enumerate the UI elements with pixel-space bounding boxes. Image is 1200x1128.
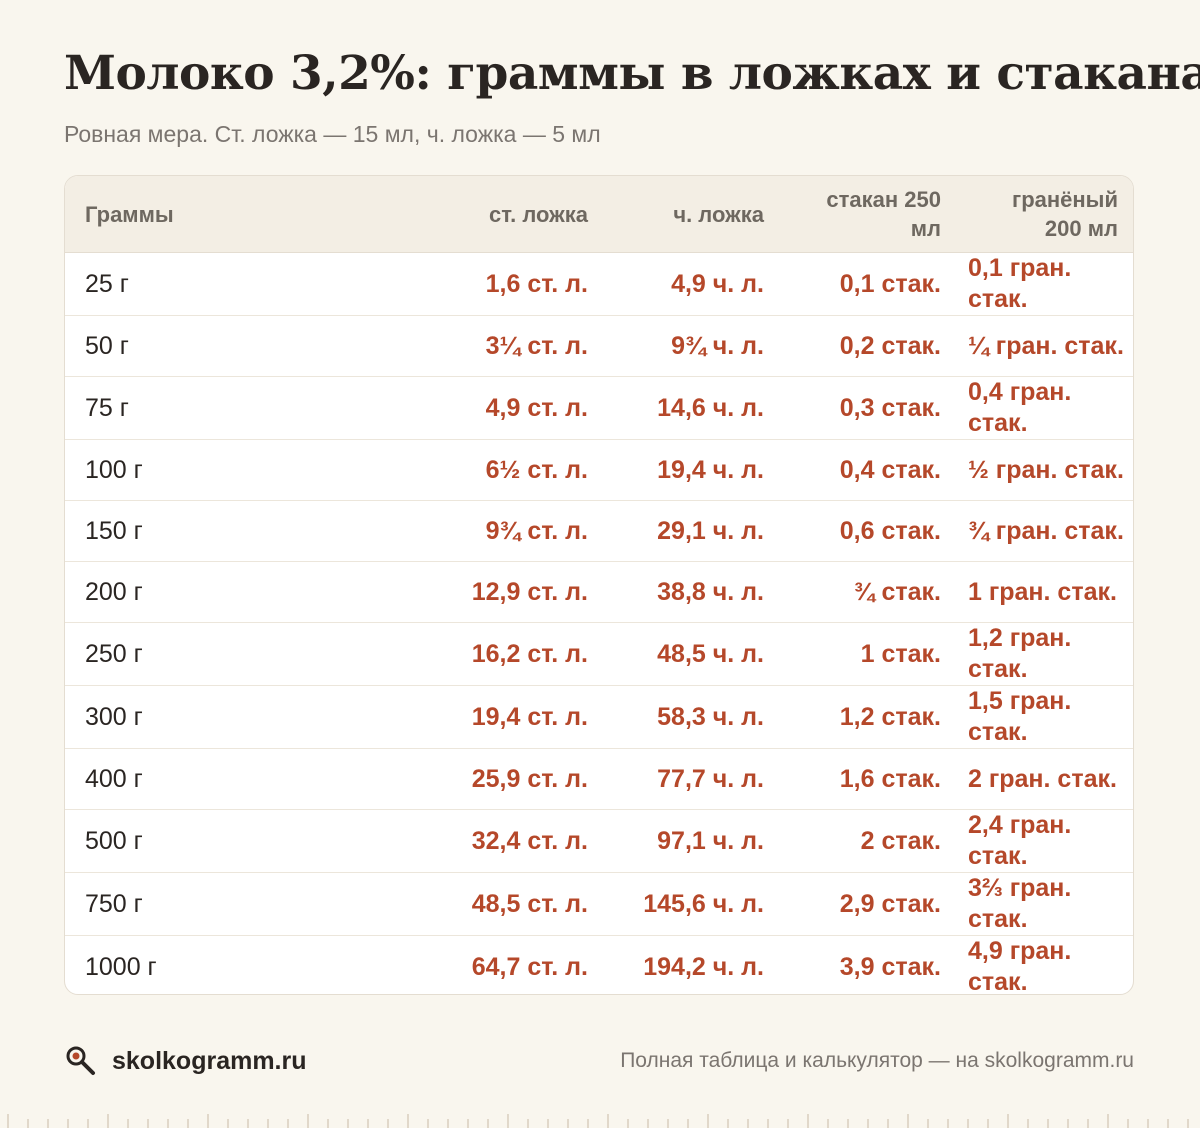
cell-teaspoon: 58,3 ч. л. — [605, 685, 781, 749]
cell-tablespoon: 6½ ст. л. — [245, 439, 605, 501]
table-row: 500 г 32,4 ст. л. 97,1 ч. л. 2 стак. 2,4 гра… — [65, 809, 1133, 873]
footer-brand[interactable]: skolkogramm.ru — [64, 1044, 307, 1078]
table-row: 300 г 19,4 ст. л. 58,3 ч. л. 1,2 стак. 1,5 г… — [65, 685, 1133, 749]
table-row: 25 г 1,6 ст. л. 4,9 ч. л. 0,1 стак. 0,1 гран… — [65, 252, 1133, 316]
column-header-faceted-glass-200: гранёный 200 мл — [958, 176, 1133, 253]
table-body: 25 г 1,6 ст. л. 4,9 ч. л. 0,1 стак. 0,1 гран… — [65, 252, 1133, 995]
column-header-grams: Граммы — [65, 176, 245, 253]
ruler-decoration — [7, 1114, 1189, 1128]
cell-glass-250: 0,6 стак. — [781, 500, 958, 562]
page-title: Молоко 3,2%: граммы в ложках и стаканах — [64, 46, 1200, 101]
cell-faceted-glass-200: 1,5 гран. стак. — [958, 685, 1133, 749]
cell-glass-250: 1,2 стак. — [781, 685, 958, 749]
cell-faceted-glass-200: ¾ гран. стак. — [958, 500, 1133, 562]
column-header-tablespoon: ст. ложка — [245, 176, 605, 253]
cell-grams: 1000 г — [85, 952, 157, 981]
cell-glass-250: ¾ стак. — [781, 561, 958, 623]
cell-faceted-glass-200: 0,4 гран. стак. — [958, 376, 1133, 440]
table-row: 400 г 25,9 ст. л. 77,7 ч. л. 1,6 стак. 2 гра… — [65, 748, 1133, 810]
table-row: 200 г 12,9 ст. л. 38,8 ч. л. ¾ стак. 1 гран.… — [65, 561, 1133, 623]
cell-grams: 300 г — [65, 685, 245, 749]
cell-tablespoon: 16,2 ст. л. — [245, 622, 605, 686]
conversion-table: Граммы ст. ложка ч. ложка стакан 250 мл … — [65, 176, 1133, 995]
cell-faceted-glass-200: ½ гран. стак. — [958, 439, 1133, 501]
cell-glass-250: 0,4 стак. — [781, 439, 958, 501]
cell-teaspoon: 29,1 ч. л. — [605, 500, 781, 562]
cell-faceted-glass-200: 3⅔ гран. стак. — [958, 872, 1133, 936]
table-row: 75 г 4,9 ст. л. 14,6 ч. л. 0,3 стак. 0,4 гра… — [65, 376, 1133, 440]
cell-teaspoon: 77,7 ч. л. — [605, 748, 781, 810]
cell-teaspoon: 19,4 ч. л. — [605, 439, 781, 501]
cell-glass-250: 0,2 стак. — [781, 315, 958, 377]
cell-faceted-glass-200: 1,2 гран. стак. — [958, 622, 1133, 686]
cell-faceted-glass-200: 1 гран. стак. — [958, 561, 1133, 623]
cell-grams: 25 г — [65, 252, 245, 316]
cell-faceted-glass-200: 2,4 гран. стак. — [958, 809, 1133, 873]
column-header-teaspoon: ч. ложка — [605, 176, 781, 253]
brand-name[interactable]: skolkogramm.ru — [112, 1046, 307, 1075]
cell-tablespoon: 4,9 ст. л. — [245, 376, 605, 440]
cell-grams: 500 г — [65, 809, 245, 873]
cell-tablespoon: 1,6 ст. л. — [245, 252, 605, 316]
page-subtitle: Ровная мера. Ст. ложка — 15 мл, ч. ложка… — [64, 121, 601, 147]
footer-note: Полная таблица и калькулятор — на skolko… — [620, 1049, 1134, 1072]
cell-teaspoon: 145,6 ч. л. — [605, 872, 781, 936]
cell-tablespoon: 48,5 ст. л. — [245, 872, 605, 936]
cell-grams: 200 г — [65, 561, 245, 623]
cell-grams: 100 г — [65, 439, 245, 501]
cell-grams: 75 г — [65, 376, 245, 440]
cell-grams: 150 г — [65, 500, 245, 562]
cell-teaspoon: 4,9 ч. л. — [605, 252, 781, 316]
table-row: 100 г 6½ ст. л. 19,4 ч. л. 0,4 стак. ½ гран.… — [65, 439, 1133, 501]
cell-tablespoon: 64,7 ст. л. — [471, 952, 588, 981]
cell-glass-250: 0,3 стак. — [781, 376, 958, 440]
cell-tablespoon: 3¼ ст. л. — [245, 315, 605, 377]
cell-glass-250: 1 стак. — [781, 622, 958, 686]
cell-glass-250: 3,9 стак. — [839, 952, 941, 981]
table-row: 50 г 3¼ ст. л. 9¾ ч. л. 0,2 стак. ¼ гран. ст… — [65, 315, 1133, 377]
cell-teaspoon: 48,5 ч. л. — [605, 622, 781, 686]
table-row: 250 г 16,2 ст. л. 48,5 ч. л. 1 стак. 1,2 гра… — [65, 622, 1133, 686]
cell-glass-250: 0,1 стак. — [781, 252, 958, 316]
cell-teaspoon: 97,1 ч. л. — [605, 809, 781, 873]
column-header-glass-250: стакан 250 мл — [781, 176, 958, 253]
cell-tablespoon: 19,4 ст. л. — [245, 685, 605, 749]
cell-tablespoon: 25,9 ст. л. — [245, 748, 605, 810]
cell-teaspoon: 9¾ ч. л. — [605, 315, 781, 377]
cell-tablespoon: 9¾ ст. л. — [245, 500, 605, 562]
cell-teaspoon: 194,2 ч. л. — [643, 952, 764, 981]
cell-tablespoon: 12,9 ст. л. — [245, 561, 605, 623]
cell-faceted-glass-200: ¼ гран. стак. — [958, 315, 1133, 377]
conversion-table-card: Граммы ст. ложка ч. ложка стакан 250 мл … — [64, 175, 1134, 995]
magnifier-icon — [64, 1044, 98, 1078]
cell-faceted-glass-200: 4,9 гран. стак. — [968, 937, 1072, 995]
cell-grams: 400 г — [65, 748, 245, 810]
cell-teaspoon: 38,8 ч. л. — [605, 561, 781, 623]
table-row: 750 г 48,5 ст. л. 145,6 ч. л. 2,9 стак. 3⅔ г… — [65, 872, 1133, 936]
cell-glass-250: 2,9 стак. — [781, 872, 958, 936]
table-row: 150 г 9¾ ст. л. 29,1 ч. л. 0,6 стак. ¾ гран.… — [65, 500, 1133, 562]
cell-glass-250: 1,6 стак. — [781, 748, 958, 810]
cell-teaspoon: 14,6 ч. л. — [605, 376, 781, 440]
cell-grams: 250 г — [65, 622, 245, 686]
table-header-row: Граммы ст. ложка ч. ложка стакан 250 мл … — [65, 176, 1133, 253]
cell-tablespoon: 32,4 ст. л. — [245, 809, 605, 873]
cell-faceted-glass-200: 2 гран. стак. — [958, 748, 1133, 810]
cell-grams: 50 г — [65, 315, 245, 377]
cell-glass-250: 2 стак. — [781, 809, 958, 873]
cell-grams: 750 г — [65, 872, 245, 936]
table-row: 1000 г 64,7 ст. л. 194,2 ч. л. 3,9 стак. 4,9… — [65, 936, 1133, 995]
cell-faceted-glass-200: 0,1 гран. стак. — [958, 252, 1133, 316]
